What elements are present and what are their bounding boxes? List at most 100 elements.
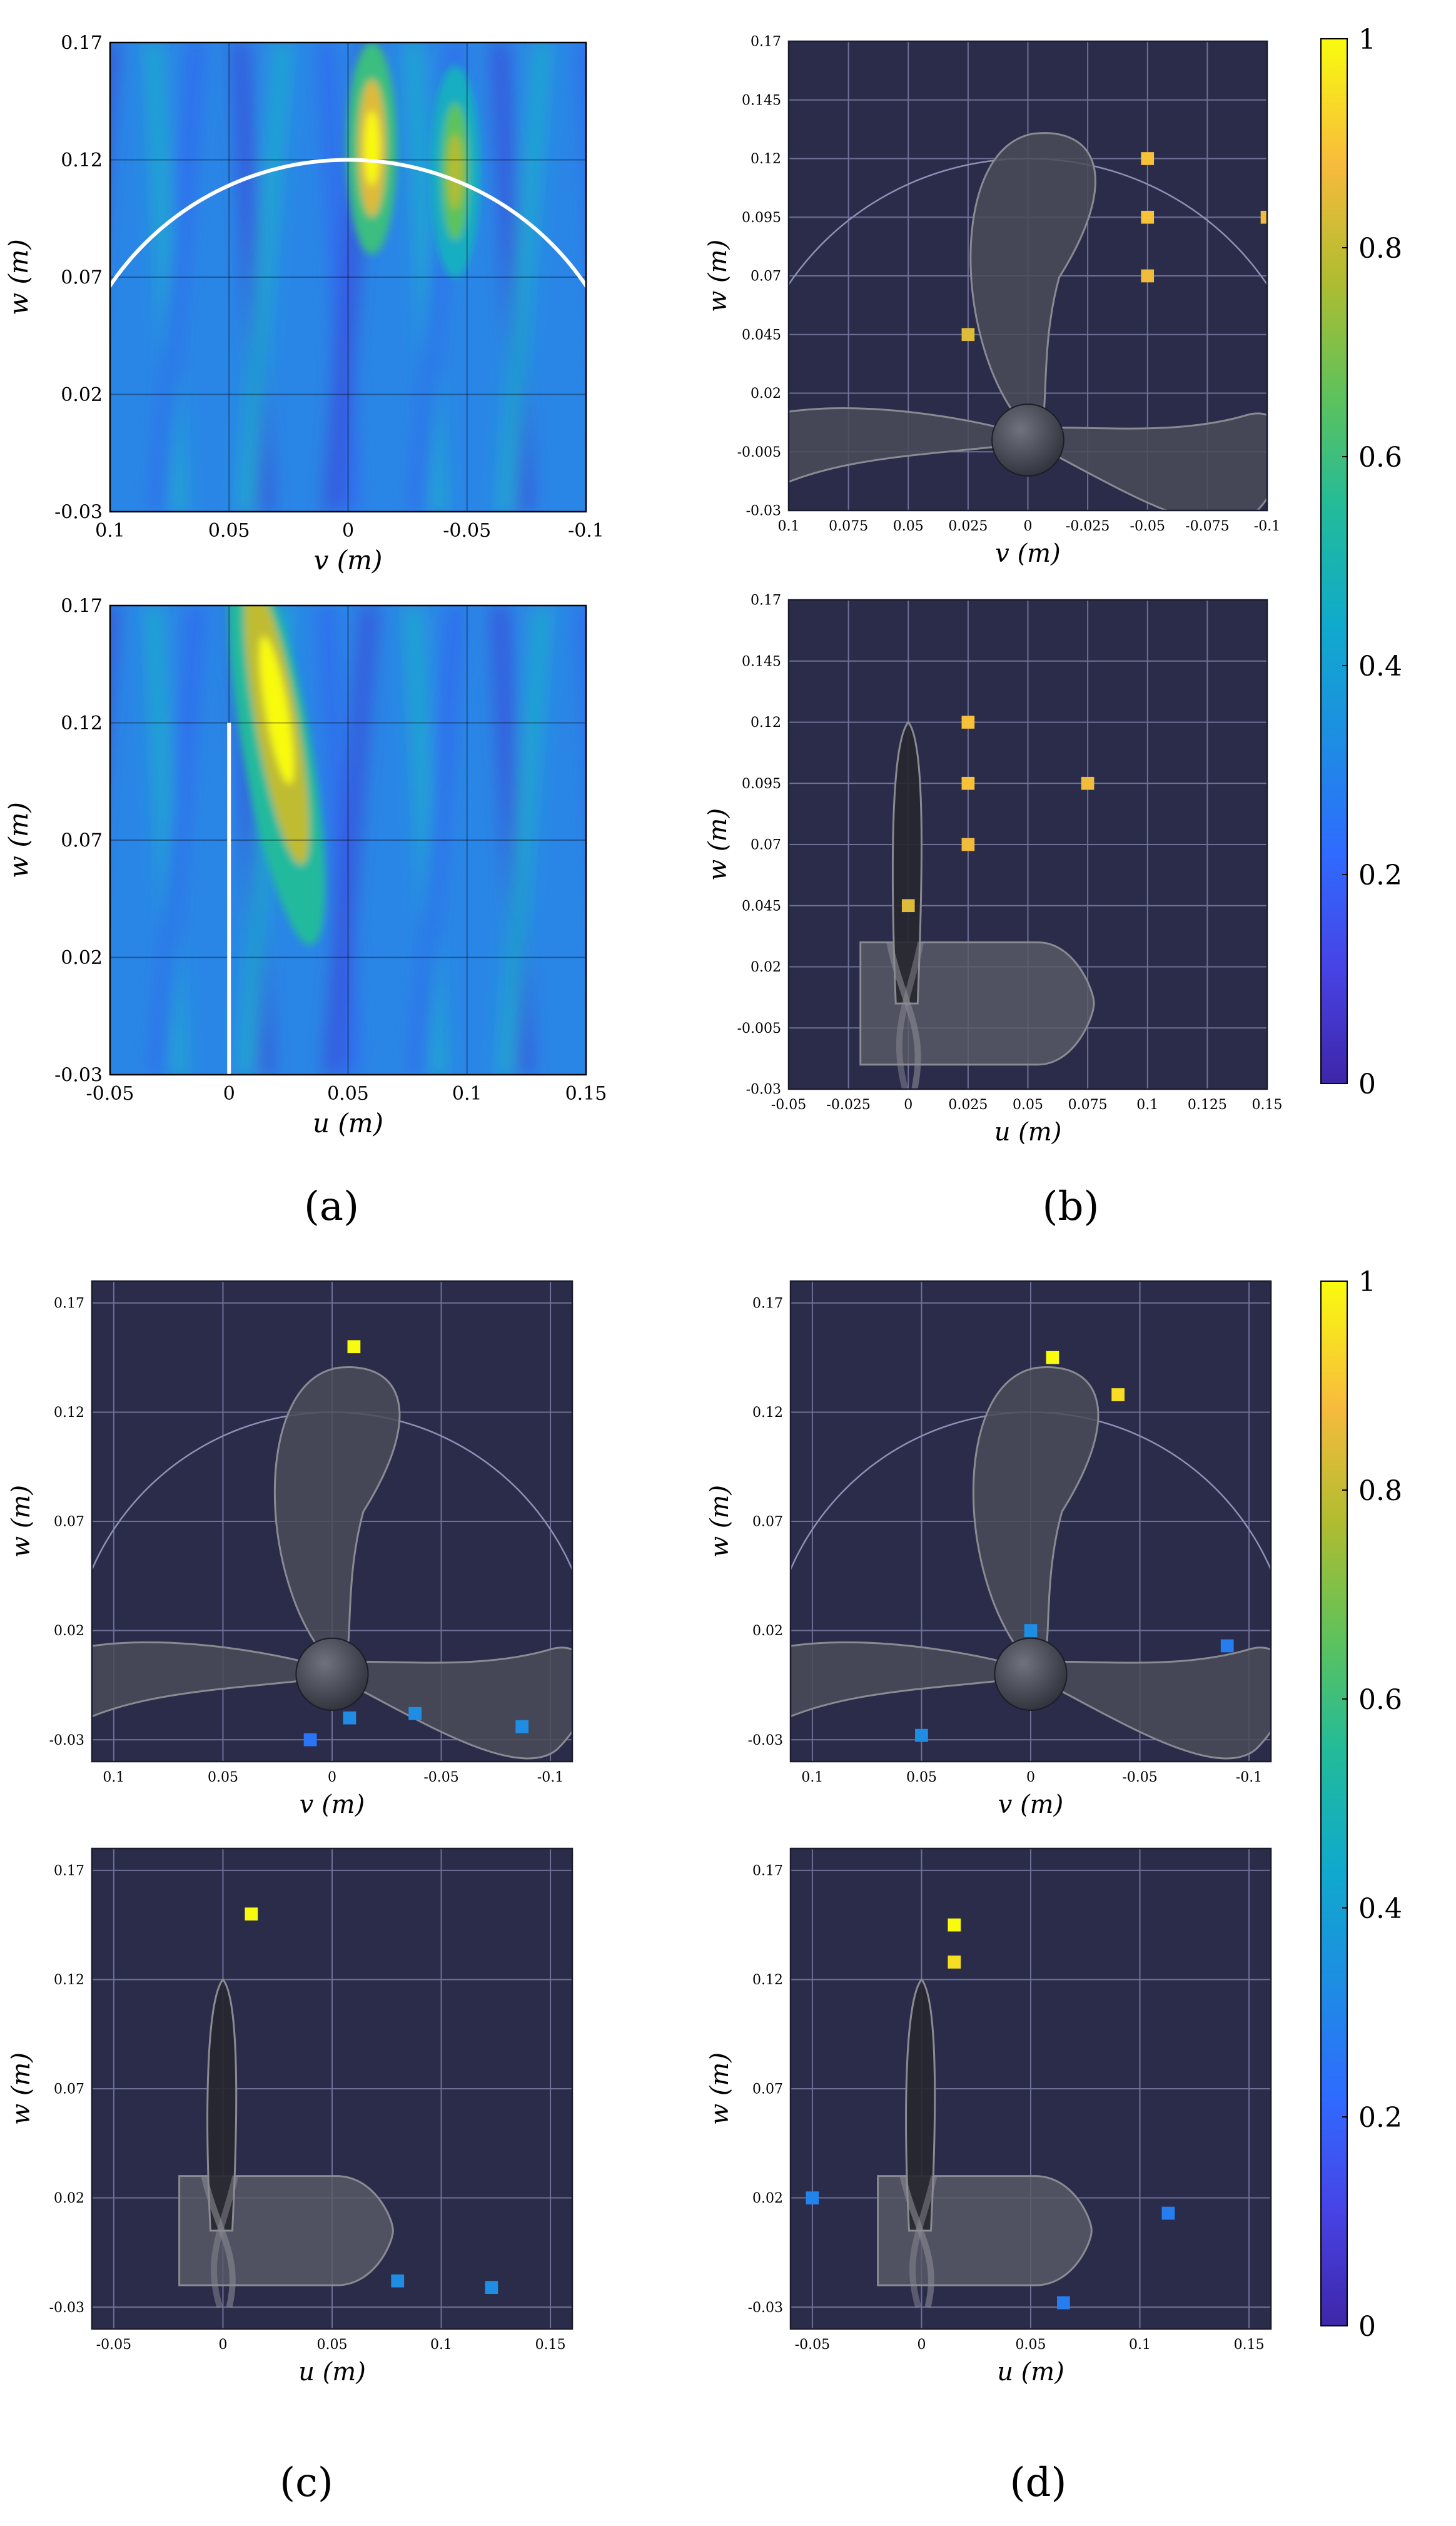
plot-area [791,1281,1271,1762]
y-tick-label: 0.07 [54,1514,84,1530]
heatmap-streak [404,606,447,1075]
x-tick-label: 0.15 [565,1083,607,1105]
y-tick-label: 0.095 [742,776,781,792]
y-tick-label: -0.03 [54,1065,103,1087]
heatmap-streak [150,606,206,1075]
y-axis-label: w (m) [7,2052,36,2125]
y-tick-label: 0.17 [61,596,103,617]
data-point [391,2274,405,2288]
heatmap-hotspot-core [364,110,380,186]
colorbar-tick-label: 1 [1358,24,1376,56]
colorbar-tick-label: 0.8 [1358,1475,1402,1507]
x-tick-label: 0.1 [430,2337,452,2353]
panel-label: (c) [280,2460,333,2506]
propeller-blade-swirl [899,2175,934,2308]
x-tick-label: -0.05 [771,1097,806,1113]
data-point [1081,776,1095,790]
x-axis-label: v (m) [300,1790,365,1819]
plot-border [109,604,587,1076]
data-point [245,1907,258,1921]
y-tick-label: 0.02 [54,1623,84,1639]
x-tick-label: 0.05 [327,1083,369,1105]
y-tick-label: 0.07 [61,267,103,289]
y-tick-label: -0.03 [49,2300,84,2316]
plot-area [110,606,586,1075]
colorbar: 0 0.2 0.4 0.6 0.8 1 [1320,1266,1402,2343]
data-point [303,1733,317,1747]
x-tick-label: 0.1 [1136,1097,1158,1113]
heatmap-streak [236,43,292,512]
x-tick-label: -0.05 [96,2337,131,2353]
y-tick-label: 0.02 [751,960,781,975]
chart-panel-b-top: 0.1 0.075 0.05 0.025 0 -0.025 -0.05 -0.075 -0.1 -… [704,34,1280,568]
heatmap-hotspots [346,43,480,278]
heatmap-streak [577,606,586,770]
heatmap-streak [317,43,360,512]
propeller-hub [994,1637,1068,1711]
y-tick-label: 0.07 [751,269,781,285]
y-tick-label: -0.03 [49,1733,84,1748]
x-tick-label: -0.05 [86,1083,134,1105]
x-axis-label: u (m) [997,2358,1064,2387]
y-tick-label: -0.03 [54,502,103,524]
colorbar-tick-label: 0 [1358,2311,1376,2343]
plot-area [789,600,1267,1089]
data-point [1141,269,1155,283]
y-tick-label: 0.17 [54,1864,84,1879]
x-axis-label: u (m) [313,1108,383,1139]
colorbar-tick-label: 1 [1358,1266,1376,1298]
colorbar-tick-label: 0.4 [1358,1893,1402,1925]
colorbar-tick-label: 0.2 [1358,860,1402,891]
data-point [347,1340,361,1354]
data-point [1141,210,1155,224]
data-point [515,1720,529,1733]
y-tick-label: 0.02 [751,386,781,402]
x-tick-label: 0 [917,2337,926,2353]
heatmap-streak [144,43,188,512]
plot-border [789,1280,1272,1763]
colorbar-gradient [1320,1281,1348,2326]
propeller-blade-swirl [201,2175,236,2308]
x-tick-label: 0.05 [893,519,924,534]
y-tick-label: 0.17 [751,593,781,609]
heatmap-streak [496,606,552,1075]
x-tick-label: 0 [342,520,354,542]
colorbar-tick-label: 0.6 [1358,442,1402,474]
heatmap-streak [404,43,447,512]
data-point [1220,1639,1234,1653]
heatmap-streak [410,606,465,1075]
panel-label: (a) [304,1184,359,1230]
data-point [961,328,975,342]
plot-border [789,1847,1272,2330]
x-tick-label: 0.05 [1016,2337,1046,2353]
y-tick-label: 0.02 [752,1623,783,1639]
y-tick-label: 0.02 [61,384,103,406]
x-tick-label: 0.125 [1188,1097,1227,1113]
y-tick-label: -0.03 [748,2300,783,2316]
y-tick-label: 0.07 [752,2082,783,2097]
y-axis-label: w (m) [705,1485,734,1558]
y-tick-label: -0.005 [737,445,781,460]
x-tick-label: -0.075 [1185,519,1229,534]
data-point [961,838,975,851]
x-tick-label: -0.1 [568,520,604,542]
x-tick-label: -0.05 [443,520,491,542]
plot-area [791,1849,1271,2329]
y-tick-label: 0.02 [54,2191,84,2206]
y-tick-label: 0.12 [54,1405,84,1421]
y-tick-label: 0.17 [61,33,103,54]
chart-panel-d-bottom: -0.05 0 0.05 0.1 0.15 -0.03 0.02 0.07 0.12 0.17 u … [705,1847,1272,2387]
heatmap-streak [490,606,533,1075]
x-tick-label: 0.1 [1129,2337,1151,2353]
plot-border [787,40,1268,512]
x-tick-label: 0.05 [906,1770,937,1785]
plot-border [91,1280,574,1763]
x-tick-label: 0 [328,1770,336,1785]
x-tick-label: 0.025 [948,1097,988,1113]
data-point [948,1955,961,1969]
y-tick-label: 0.045 [742,898,781,914]
data-point [1260,210,1267,224]
x-tick-label: -0.1 [1236,1770,1262,1785]
y-tick-label: 0.07 [61,830,103,852]
y-tick-label: 0.145 [742,93,781,108]
